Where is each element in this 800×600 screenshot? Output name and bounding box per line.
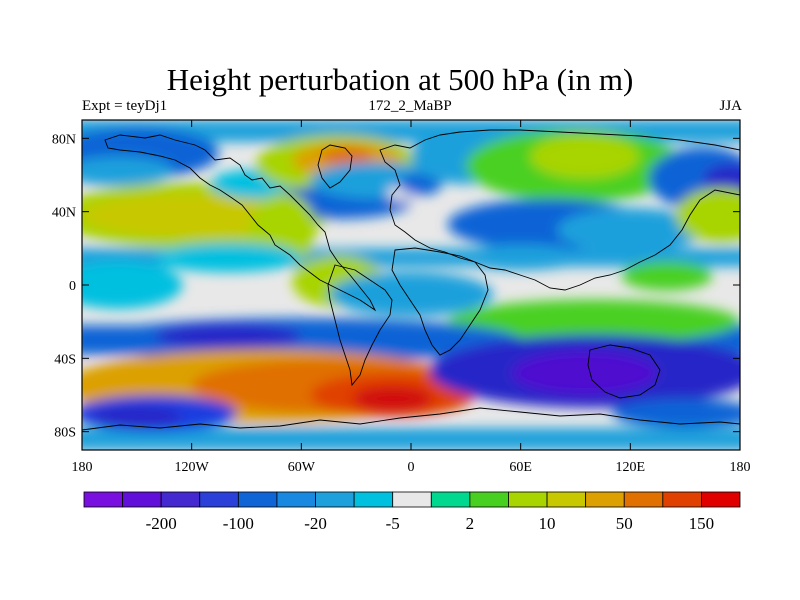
field-anomaly xyxy=(557,208,704,252)
field-anomaly xyxy=(82,261,183,309)
field-anomaly xyxy=(155,242,302,273)
field-anomaly xyxy=(328,272,494,317)
colorbar-label: 50 xyxy=(616,514,633,533)
colorbar: -200 -100 -20 -5 2 10 50 150 xyxy=(83,491,741,533)
colorbar-label: -20 xyxy=(304,514,327,533)
colorbar-box xyxy=(237,491,278,508)
lon-tick-label: 180 xyxy=(72,460,93,475)
colorbar-box xyxy=(315,491,355,508)
lat-tick-label: 40S xyxy=(54,352,76,367)
colorbar-label: -5 xyxy=(386,514,400,533)
field-anomaly xyxy=(511,351,658,395)
field-anomaly xyxy=(352,385,433,412)
field-band xyxy=(82,428,740,450)
colorbar-box xyxy=(469,491,509,508)
field-anomaly xyxy=(529,134,640,179)
lon-tick-label: 60E xyxy=(509,460,532,475)
lon-tick-label: 0 xyxy=(408,460,415,475)
field-anomaly xyxy=(398,173,443,196)
field-anomaly xyxy=(155,323,302,350)
colorbar-label: 2 xyxy=(466,514,475,533)
colorbar-box xyxy=(392,491,432,508)
colorbar-box xyxy=(83,491,123,508)
colorbar-box xyxy=(662,491,702,508)
field-anomaly xyxy=(621,261,713,291)
lon-tick-label: 120W xyxy=(175,460,210,475)
colorbar-label: -200 xyxy=(146,514,177,533)
field-contours xyxy=(82,120,740,450)
colorbar-box xyxy=(353,491,394,508)
field-anomaly xyxy=(447,299,740,344)
map-axes: 80N 40N 0 40S 80S 180 120W 60W 0 60E 120E 180 xyxy=(52,120,751,475)
coastline-africa xyxy=(391,247,489,356)
colorbar-box xyxy=(508,491,548,508)
field-anomaly xyxy=(91,406,183,428)
field-anomaly xyxy=(321,147,373,166)
experiment-label: Expt = teyDj1 xyxy=(82,98,168,114)
run-label: 172_2_MaBP xyxy=(368,98,452,114)
plot-title: Height perturbation at 500 hPa (in m) xyxy=(166,62,634,97)
field-anomaly xyxy=(456,244,585,271)
field-anomaly xyxy=(82,156,174,186)
colorbar-label: 10 xyxy=(539,514,556,533)
colorbar-box xyxy=(585,491,625,508)
colorbar-label: 150 xyxy=(689,514,715,533)
colorbar-box xyxy=(623,491,664,508)
coastlines xyxy=(82,129,740,431)
lat-tick-label: 80N xyxy=(52,132,76,147)
coastline-eurasia xyxy=(379,129,740,291)
field-anomaly xyxy=(703,164,740,194)
field-anomaly xyxy=(82,193,302,238)
lat-tick-label: 0 xyxy=(69,279,76,294)
colorbar-label: -100 xyxy=(223,514,254,533)
colorbar-box xyxy=(546,491,587,508)
lon-tick-label: 60W xyxy=(288,460,316,475)
colorbar-box xyxy=(430,491,471,508)
lat-tick-label: 40N xyxy=(52,206,76,221)
coastline-antarctica xyxy=(82,407,740,431)
coastline-north-america xyxy=(104,134,377,312)
height-perturbation-field xyxy=(82,120,740,450)
lon-tick-label: 180 xyxy=(730,460,751,475)
colorbar-box xyxy=(276,491,316,508)
season-label: JJA xyxy=(719,98,742,114)
lat-tick-label: 80S xyxy=(54,426,76,441)
colorbar-box xyxy=(701,491,741,508)
colorbar-box xyxy=(199,491,239,508)
coastline-south-america xyxy=(327,264,393,387)
coastline-australia xyxy=(587,344,661,399)
lon-tick-label: 120E xyxy=(616,460,646,475)
colorbar-box xyxy=(160,491,201,508)
field-anomaly xyxy=(676,187,740,243)
colorbar-box xyxy=(122,491,162,508)
coastline-greenland xyxy=(317,144,353,189)
